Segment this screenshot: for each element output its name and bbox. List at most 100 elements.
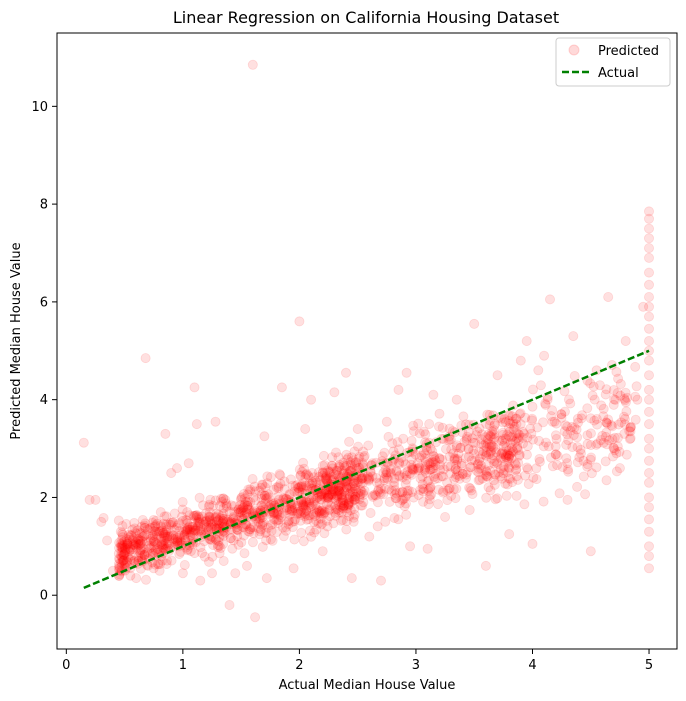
data-point — [597, 430, 608, 441]
data-point — [425, 482, 436, 493]
data-point — [261, 490, 272, 501]
data-point — [117, 538, 128, 549]
data-point — [440, 512, 451, 523]
data-point — [214, 520, 225, 531]
data-point — [465, 483, 476, 494]
data-point — [518, 438, 529, 449]
data-point — [127, 524, 138, 535]
data-point — [503, 453, 514, 464]
data-point — [451, 442, 462, 453]
data-point — [434, 453, 445, 464]
data-point — [327, 460, 338, 471]
data-point — [342, 483, 353, 494]
data-point — [123, 529, 134, 540]
data-point — [315, 508, 326, 519]
data-point — [114, 561, 125, 572]
data-point — [139, 549, 150, 560]
data-point — [323, 490, 334, 501]
data-point — [526, 415, 537, 426]
data-point — [247, 473, 258, 484]
data-point — [585, 546, 596, 557]
data-point — [502, 456, 513, 467]
data-point — [148, 536, 159, 547]
data-point — [207, 500, 218, 511]
data-point — [469, 455, 480, 466]
data-point — [118, 549, 129, 560]
data-point — [379, 447, 390, 458]
data-point — [149, 540, 160, 551]
data-point — [644, 551, 655, 562]
data-point — [340, 367, 351, 378]
data-point — [339, 486, 350, 497]
data-point — [402, 466, 413, 477]
data-point — [418, 484, 429, 495]
data-point — [161, 555, 172, 566]
data-point — [480, 438, 491, 449]
data-point — [296, 480, 307, 491]
data-point — [382, 467, 393, 478]
data-point — [283, 515, 294, 526]
data-point — [324, 472, 335, 483]
data-point — [227, 543, 238, 554]
data-point — [572, 442, 583, 453]
data-point — [122, 539, 133, 550]
data-point — [326, 460, 337, 471]
data-point — [389, 480, 400, 491]
data-point — [385, 467, 396, 478]
data-point — [159, 531, 170, 542]
data-point — [356, 473, 367, 484]
data-point — [418, 447, 429, 458]
data-point — [591, 413, 602, 424]
data-point — [338, 485, 349, 496]
data-point — [442, 477, 453, 488]
data-point — [154, 565, 165, 576]
data-point — [149, 521, 160, 532]
data-point — [469, 318, 480, 329]
data-point — [612, 387, 623, 398]
data-point — [258, 517, 269, 528]
data-point — [334, 459, 345, 470]
data-point — [193, 520, 204, 531]
data-point — [377, 451, 388, 462]
data-point — [269, 514, 280, 525]
data-point — [152, 558, 163, 569]
data-point — [510, 465, 521, 476]
data-point — [161, 521, 172, 532]
y-tick-label: 8 — [40, 198, 48, 213]
data-point — [521, 449, 532, 460]
data-point — [151, 526, 162, 537]
data-point — [425, 443, 436, 454]
data-point — [500, 433, 511, 444]
data-point — [357, 487, 368, 498]
data-point — [497, 427, 508, 438]
data-point — [144, 523, 155, 534]
data-point — [381, 416, 392, 427]
data-point — [182, 524, 193, 535]
data-point — [276, 382, 287, 393]
data-point — [246, 522, 257, 533]
data-point — [552, 460, 563, 471]
data-point — [560, 420, 571, 431]
data-point — [135, 538, 146, 549]
data-point — [372, 497, 383, 508]
data-point — [504, 450, 515, 461]
data-point — [306, 500, 317, 511]
data-point — [572, 481, 583, 492]
data-point — [490, 494, 501, 505]
data-point — [170, 538, 181, 549]
data-point — [309, 527, 320, 538]
data-point — [387, 438, 398, 449]
data-point — [149, 526, 160, 537]
y-tick-label: 2 — [40, 491, 48, 506]
data-point — [406, 454, 417, 465]
data-point — [135, 548, 146, 559]
data-point — [585, 454, 596, 465]
data-point — [311, 515, 322, 526]
data-point — [336, 490, 347, 501]
data-point — [644, 384, 655, 395]
data-point — [162, 541, 173, 552]
data-point — [482, 471, 493, 482]
data-point — [608, 451, 619, 462]
data-point — [450, 493, 461, 504]
data-point — [625, 426, 636, 437]
